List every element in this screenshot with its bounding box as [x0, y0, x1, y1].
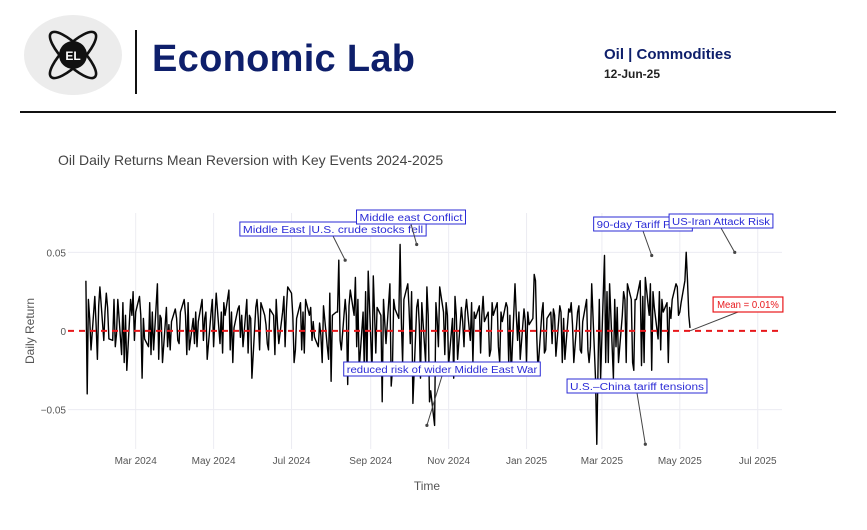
economic-lab-logo: EL — [23, 14, 123, 96]
annotation-box — [239, 221, 427, 237]
x-tick-label: Nov 2024 — [427, 456, 470, 467]
returns-chart: Oil Daily Returns Mean Reversion with Ke… — [23, 152, 784, 493]
y-tick-label: 0.05 — [47, 248, 67, 259]
event-annotations: Middle East |U.S. crude stocks fellMiddl… — [239, 209, 774, 446]
event-annotation: reduced risk of wider Middle East War — [343, 361, 541, 427]
report-header: EL Economic Lab Oil | Commodities 12-Jun… — [0, 0, 867, 113]
annotation-point — [733, 250, 737, 254]
x-axis: Mar 2024 May 2024 Jul 2024 Sep 2024 Nov 2024… — [115, 456, 778, 467]
annotation-arrow — [720, 227, 736, 253]
annotation-text: US-Iran Attack Risk — [672, 217, 771, 228]
x-tick-label: Jul 2025 — [739, 456, 777, 467]
y-axis: 0.05 0 −0.05 — [41, 248, 67, 416]
annotation-arrow — [426, 375, 443, 426]
x-tick-label: Jul 2024 — [273, 456, 311, 467]
annotation-text: Middle East |U.S. crude stocks fell — [243, 225, 423, 236]
x-tick-label: May 2025 — [658, 456, 702, 467]
mean-annotation-box — [712, 296, 784, 313]
brand-name: Economic Lab — [152, 38, 416, 80]
annotation-text: 90-day Tariff Paus — [597, 220, 690, 231]
x-tick-label: May 2024 — [192, 456, 236, 467]
annotation-box — [343, 361, 541, 377]
x-tick-label: Jan 2025 — [506, 456, 548, 467]
report-topic: Oil | Commodities — [604, 46, 732, 63]
x-tick-label: Sep 2024 — [349, 456, 392, 467]
annotation-point — [425, 423, 429, 427]
annotation-point — [415, 242, 419, 247]
mean-annotation-text: Mean = 0.01% — [717, 300, 779, 311]
x-tick-label: Mar 2025 — [581, 456, 624, 467]
event-annotation: Middle East |U.S. crude stocks fell — [239, 221, 427, 262]
annotation-text: Middle east Conflict — [360, 213, 463, 224]
event-annotation: U.S.–China tariff tensions — [566, 378, 708, 446]
mean-annotation-arrow — [689, 311, 739, 332]
annotation-text: U.S.–China tariff tensions — [570, 382, 704, 393]
y-tick-label: −0.05 — [41, 406, 67, 417]
annotation-point — [343, 258, 347, 262]
annotation-arrow — [636, 392, 646, 445]
annotation-text: reduced risk of wider Middle East War — [347, 365, 538, 376]
annotation-box — [668, 213, 774, 229]
header-rule — [20, 111, 836, 113]
chart-title: Oil Daily Returns Mean Reversion with Ke… — [58, 152, 443, 168]
y-axis-label: Daily Return — [23, 298, 37, 364]
event-annotation: Middle east Conflict — [356, 209, 466, 247]
report-date: 12-Jun-25 — [604, 67, 661, 81]
annotation-arrow — [642, 230, 653, 256]
annotation-box — [356, 209, 466, 225]
annotation-point — [650, 253, 654, 258]
x-tick-label: Mar 2024 — [115, 456, 158, 467]
annotation-arrow — [410, 223, 418, 245]
svg-text:EL: EL — [65, 49, 80, 63]
mean-annotation: Mean = 0.01% — [689, 296, 784, 332]
annotation-point — [643, 442, 647, 446]
annotation-arrow — [332, 235, 346, 261]
returns-series-line — [85, 243, 691, 445]
header-divider — [135, 30, 137, 94]
annotation-box — [566, 378, 708, 394]
x-axis-label: Time — [414, 479, 441, 493]
y-tick-label: 0 — [60, 327, 66, 338]
event-annotation: US-Iran Attack Risk — [668, 213, 774, 254]
